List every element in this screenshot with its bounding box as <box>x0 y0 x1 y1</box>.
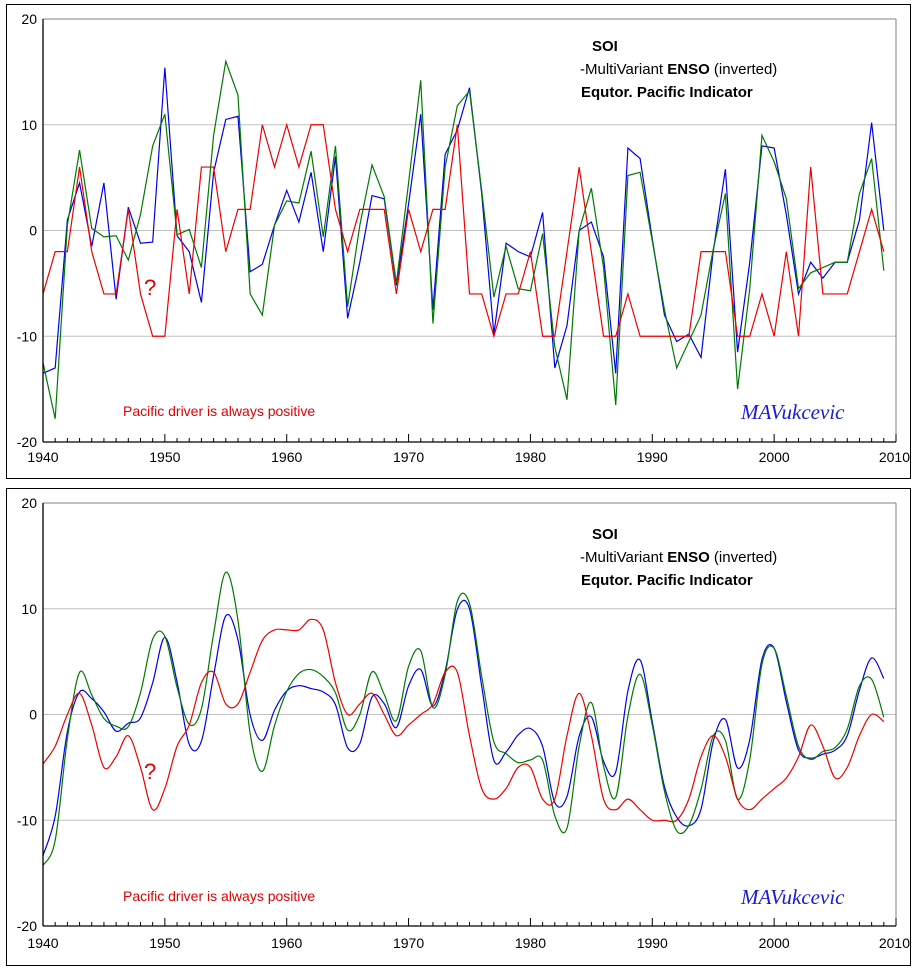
legend-epi: Equtor. Pacific Indicator <box>581 572 753 589</box>
x-tick-label: 1950 <box>149 449 180 465</box>
y-tick-label: -10 <box>17 328 37 344</box>
x-tick-label: 2000 <box>759 935 790 951</box>
legend-soi: SOI <box>592 526 618 543</box>
chart-panel-smoothed: 20 10 0 -10 -20 1940 1950 1960 1970 1980 1990 2000 2… <box>6 488 911 966</box>
question-mark: ? <box>144 759 156 784</box>
x-tick-label: 1960 <box>271 935 302 951</box>
legend-mei-prefix: -MultiVariant <box>580 549 667 566</box>
series-line-mei <box>42 571 885 866</box>
y-tick-label: 20 <box>21 11 37 27</box>
question-mark: ? <box>144 275 156 300</box>
x-tick-label: 2010 <box>879 449 910 465</box>
y-tick-label: -20 <box>17 918 37 934</box>
legend-mei-suffix: (inverted) <box>710 61 778 78</box>
y-tick-label: 10 <box>21 601 37 617</box>
x-tick-label: 2010 <box>879 935 910 951</box>
x-tick-label: 2000 <box>759 449 790 465</box>
legend-epi: Equtor. Pacific Indicator <box>581 84 753 101</box>
x-tick-label: 1980 <box>515 449 546 465</box>
legend-mei: -MultiVariant ENSO (inverted) <box>580 61 777 78</box>
note-text: Pacific driver is always positive <box>123 403 315 419</box>
x-tick-label: 1950 <box>149 935 180 951</box>
series-line-soi <box>42 599 885 856</box>
signature: MAVukcevic <box>740 400 845 424</box>
x-tick-label: 1970 <box>393 449 424 465</box>
x-tick-label: 1960 <box>271 449 302 465</box>
x-tick-label: 1940 <box>27 449 58 465</box>
chart-panel-raw: 20 10 0 -10 -20 1940 1950 1960 1970 1980 1990 2000 2… <box>6 4 911 479</box>
x-tick-label: 1990 <box>637 449 668 465</box>
x-tick-label: 1970 <box>393 935 424 951</box>
series-line-soi <box>42 67 885 374</box>
legend-mei-suffix: (inverted) <box>710 549 778 566</box>
y-tick-label: 20 <box>21 495 37 511</box>
x-tick-label: 1980 <box>515 935 546 951</box>
x-tick-label: 1990 <box>637 935 668 951</box>
y-tick-label: 10 <box>21 117 37 133</box>
y-tick-label: 0 <box>29 707 37 723</box>
legend-soi: SOI <box>592 38 618 55</box>
legend-mei-bold: ENSO <box>667 549 710 566</box>
y-tick-label: 0 <box>29 223 37 239</box>
legend-mei-prefix: -MultiVariant <box>580 61 667 78</box>
legend-mei: -MultiVariant ENSO (inverted) <box>580 549 777 566</box>
note-text: Pacific driver is always positive <box>123 888 315 904</box>
y-tick-label: -20 <box>17 434 37 450</box>
legend-mei-bold: ENSO <box>667 61 710 78</box>
y-tick-label: -10 <box>17 812 37 828</box>
series-line-epi <box>42 122 885 339</box>
series-line-epi <box>42 618 885 823</box>
series-line-mei <box>42 58 885 419</box>
x-tick-label: 1940 <box>27 935 58 951</box>
signature: MAVukcevic <box>740 885 845 909</box>
